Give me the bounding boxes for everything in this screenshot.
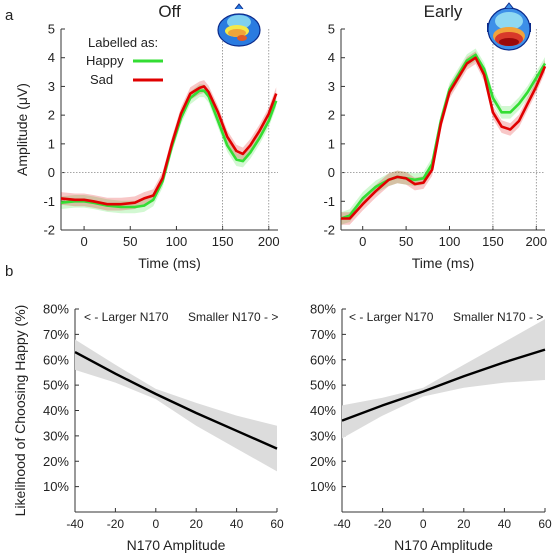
series-error-band-happy bbox=[341, 48, 545, 225]
x-tick-label: 50 bbox=[399, 234, 413, 249]
y-tick-label: 70% bbox=[310, 327, 336, 342]
x-tick-label: 40 bbox=[498, 517, 512, 531]
y-tick-label: 70% bbox=[43, 327, 69, 342]
y-tick-label: 50% bbox=[43, 378, 69, 393]
legend: Labelled as: Happy Sad bbox=[86, 35, 163, 87]
y-tick-label: 20% bbox=[43, 454, 69, 469]
y-tick-label: 30% bbox=[43, 428, 69, 443]
x-axis-label: Time (ms) bbox=[138, 255, 200, 271]
y-tick-label: 0 bbox=[48, 165, 55, 180]
scalp-topography-map-icon bbox=[217, 3, 261, 47]
x-tick-label: 100 bbox=[439, 234, 461, 249]
legend-heading: Labelled as: bbox=[88, 35, 158, 50]
y-tick-label: 1 bbox=[48, 136, 55, 151]
y-tick-label: 20% bbox=[310, 454, 336, 469]
y-tick-label: 5 bbox=[328, 22, 335, 37]
confidence-band bbox=[75, 339, 277, 472]
y-tick-label: 2 bbox=[48, 108, 55, 123]
x-tick-label: 0 bbox=[359, 234, 366, 249]
regression-line bbox=[74, 351, 278, 450]
y-axis-label: Likelihood of Choosing Happy (%) bbox=[12, 305, 28, 517]
y-tick-label: 50% bbox=[310, 378, 336, 393]
x-tick-label: 20 bbox=[457, 517, 471, 531]
y-tick-label: 80% bbox=[310, 302, 336, 317]
x-tick-label: 200 bbox=[258, 234, 280, 249]
y-tick-label: 1 bbox=[328, 136, 335, 151]
series-line-happy bbox=[60, 89, 278, 209]
series-error-band-sad bbox=[341, 51, 545, 225]
series-error-band-sad bbox=[61, 80, 277, 211]
y-tick-label: 0 bbox=[328, 165, 335, 180]
y-tick-label: 40% bbox=[43, 403, 69, 418]
regression-line bbox=[341, 348, 546, 422]
x-tick-label: 200 bbox=[525, 234, 547, 249]
y-tick-label: 2 bbox=[328, 108, 335, 123]
x-axis-label: N170 Amplitude bbox=[127, 537, 226, 553]
confidence-band bbox=[342, 319, 545, 439]
x-tick-label: 150 bbox=[482, 234, 504, 249]
x-tick-label: -40 bbox=[333, 517, 351, 531]
y-tick-label: 30% bbox=[310, 428, 336, 443]
y-tick-label: 4 bbox=[48, 50, 55, 65]
x-axis-label: Time (ms) bbox=[412, 255, 474, 271]
x-tick-label: 0 bbox=[152, 517, 159, 531]
scalp-topography-map-icon bbox=[487, 2, 531, 51]
regression-off-panel: 10% 20% 30% 40% 50% 60% 70% 80% -40 -20 0 20 40 60 N17… bbox=[12, 302, 284, 554]
y-tick-label: 60% bbox=[43, 352, 69, 367]
y-tick-label: -2 bbox=[43, 223, 55, 238]
y-tick-label: 3 bbox=[48, 79, 55, 94]
y-tick-label: -1 bbox=[43, 194, 55, 209]
y-tick-label: 60% bbox=[310, 352, 336, 367]
smaller-n170-annotation-early: Smaller N170 - > bbox=[453, 310, 543, 324]
y-tick-label: 5 bbox=[48, 22, 55, 37]
regression-early-panel: 10% 20% 30% 40% 50% 60% 70% 80% -40 -20 0 20 40 60 N17… bbox=[310, 302, 552, 554]
x-tick-label: -20 bbox=[107, 517, 125, 531]
x-tick-label: 60 bbox=[538, 517, 552, 531]
y-tick-label: 10% bbox=[43, 479, 69, 494]
larger-n170-annotation-early: < - Larger N170 bbox=[349, 310, 434, 324]
x-tick-label: 50 bbox=[123, 234, 137, 249]
x-tick-label: 100 bbox=[166, 234, 188, 249]
y-tick-label: 80% bbox=[43, 302, 69, 317]
panel-letter-a: a bbox=[5, 7, 14, 24]
panel-letter-b: b bbox=[5, 263, 13, 280]
x-axis-label: N170 Amplitude bbox=[394, 537, 493, 553]
y-tick-label: -2 bbox=[323, 223, 335, 238]
series-line-sad bbox=[341, 56, 547, 220]
y-axis-label: Amplitude (μV) bbox=[14, 83, 30, 176]
x-tick-label: 20 bbox=[190, 517, 204, 531]
chart-title: Off bbox=[158, 2, 181, 21]
x-tick-label: 0 bbox=[80, 234, 87, 249]
legend-label-happy: Happy bbox=[86, 53, 124, 68]
x-tick-label: -20 bbox=[374, 517, 392, 531]
y-tick-label: -1 bbox=[323, 194, 335, 209]
smaller-n170-annotation-off: Smaller N170 - > bbox=[188, 310, 278, 324]
larger-n170-annotation-off: < - Larger N170 bbox=[84, 310, 169, 324]
chart-title: Early bbox=[424, 2, 463, 21]
x-tick-label: 150 bbox=[212, 234, 234, 249]
y-tick-label: 10% bbox=[310, 479, 336, 494]
legend-label-sad: Sad bbox=[90, 72, 113, 87]
y-tick-label: 3 bbox=[328, 79, 335, 94]
x-tick-label: -40 bbox=[66, 517, 84, 531]
x-tick-label: 60 bbox=[270, 517, 284, 531]
y-tick-label: 4 bbox=[328, 50, 335, 65]
x-tick-label: 0 bbox=[420, 517, 427, 531]
y-tick-label: 40% bbox=[310, 403, 336, 418]
x-tick-label: 40 bbox=[230, 517, 244, 531]
series-line-sad bbox=[60, 85, 278, 206]
